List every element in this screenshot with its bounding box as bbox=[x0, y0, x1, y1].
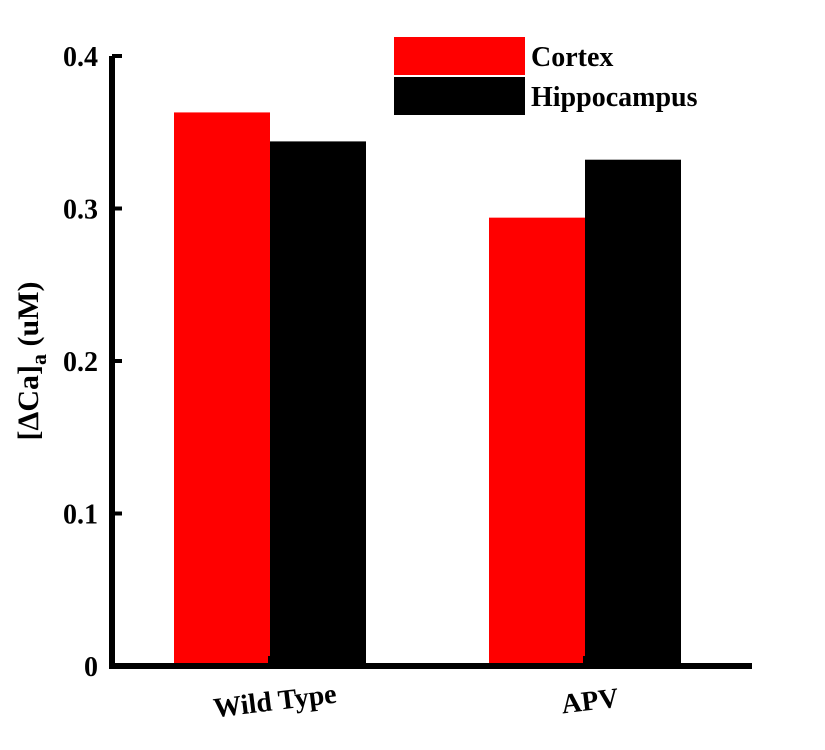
y-tick-label: 0.4 bbox=[63, 42, 98, 73]
bar-cortex-apv bbox=[489, 217, 585, 666]
x-tick-label: APV bbox=[560, 683, 621, 721]
bar-hippocampus-apv bbox=[585, 159, 681, 666]
legend: Cortex Hippocampus bbox=[394, 37, 698, 115]
y-tick-label: 0.1 bbox=[63, 500, 98, 531]
legend-label-cortex: Cortex bbox=[531, 42, 613, 73]
y-axis-label-prefix: [ΔCa] bbox=[12, 365, 45, 440]
bar-cortex-wild-type bbox=[174, 112, 270, 667]
bar-hippocampus-wild-type bbox=[270, 141, 366, 666]
y-tick-label: 0.2 bbox=[63, 347, 98, 378]
legend-swatch-cortex bbox=[394, 37, 525, 75]
x-tick-label: Wild Type bbox=[212, 679, 339, 725]
y-axis-label-subscript: a bbox=[26, 354, 51, 365]
y-axis-label-suffix: (uM) bbox=[12, 282, 45, 354]
y-ticks-group: 0 0.1 0.2 0.3 0.4 bbox=[63, 42, 122, 683]
bars-group bbox=[174, 112, 681, 667]
y-tick-label: 0.3 bbox=[63, 195, 98, 226]
legend-label-hippocampus: Hippocampus bbox=[531, 82, 698, 113]
y-axis-label: [ΔCa]a (uM) bbox=[12, 282, 51, 441]
legend-swatch-hippocampus bbox=[394, 77, 525, 115]
y-tick-label: 0 bbox=[84, 652, 98, 683]
